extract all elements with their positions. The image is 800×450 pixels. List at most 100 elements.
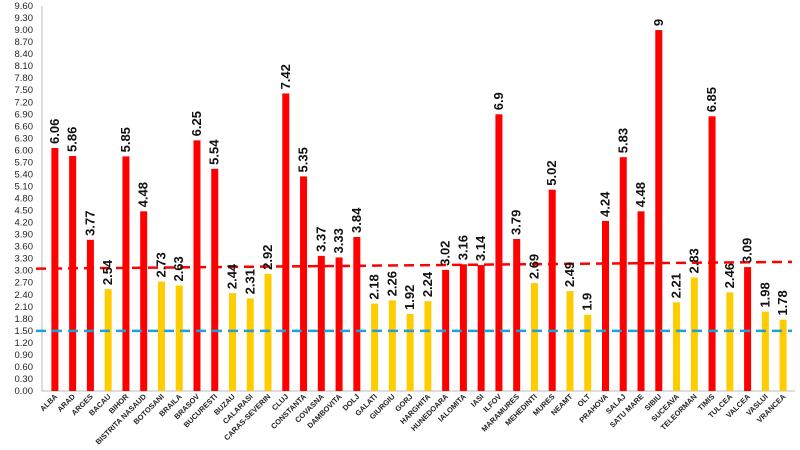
data-label: 2.83 xyxy=(686,248,701,273)
data-label: 2.18 xyxy=(367,274,382,299)
bar xyxy=(673,302,681,391)
y-tick-label: 4.80 xyxy=(15,194,34,205)
data-label: 2.49 xyxy=(562,262,577,287)
data-label: 6.25 xyxy=(189,111,204,136)
data-label: 2.63 xyxy=(171,256,186,281)
bars xyxy=(51,30,787,391)
data-label: 4.48 xyxy=(136,182,151,207)
y-tick-label: 7.20 xyxy=(15,97,34,108)
data-label: 2.92 xyxy=(260,245,275,270)
bar xyxy=(229,293,236,391)
y-tick-label: 7.80 xyxy=(15,73,34,84)
bar xyxy=(477,265,485,391)
data-label: 3.33 xyxy=(331,228,346,253)
data-label: 6.9 xyxy=(491,92,506,110)
bar xyxy=(104,289,112,391)
bar xyxy=(761,311,769,391)
bar xyxy=(566,291,574,391)
bar xyxy=(744,267,752,391)
data-label: 5.54 xyxy=(207,139,222,165)
bar xyxy=(655,30,663,391)
bar xyxy=(193,140,201,391)
y-tick-label: 6.90 xyxy=(15,109,34,120)
bar xyxy=(157,281,165,391)
y-tick-label: 9.60 xyxy=(15,1,34,12)
data-label: 3.14 xyxy=(473,235,488,261)
bar xyxy=(353,237,361,391)
data-label: 4.24 xyxy=(598,191,613,217)
data-label: 2.26 xyxy=(384,271,399,296)
bar xyxy=(548,189,556,391)
bar xyxy=(388,300,396,391)
y-tick-label: 1.50 xyxy=(15,326,34,337)
bar xyxy=(140,211,148,391)
y-tick-labels: 0.000.300.600.901.201.501.802.102.402.70… xyxy=(15,1,34,397)
data-label: 5.02 xyxy=(544,160,559,185)
y-tick-label: 1.80 xyxy=(15,314,34,325)
y-tick-label: 5.40 xyxy=(15,169,34,180)
y-tick-label: 3.30 xyxy=(15,254,34,265)
data-label: 2.31 xyxy=(242,269,257,294)
bar xyxy=(637,211,645,391)
y-tick-label: 9.00 xyxy=(15,25,34,36)
y-tick-label: 8.10 xyxy=(15,61,34,72)
data-label: 4.48 xyxy=(633,182,648,207)
bar xyxy=(300,176,308,391)
y-tick-label: 6.60 xyxy=(15,121,34,132)
bar xyxy=(779,319,787,391)
data-label: 2.69 xyxy=(526,254,541,279)
bar xyxy=(69,155,77,391)
bar xyxy=(459,264,467,391)
bar xyxy=(602,220,609,391)
bar xyxy=(371,303,379,391)
y-tick-label: 0.90 xyxy=(15,350,34,361)
bar xyxy=(335,257,343,391)
y-tick-label: 2.10 xyxy=(15,302,34,313)
data-label: 1.78 xyxy=(775,290,790,315)
data-label: 2.46 xyxy=(722,263,737,288)
data-label: 2.24 xyxy=(420,271,435,297)
data-label: 2.21 xyxy=(669,273,684,298)
bar xyxy=(317,255,325,391)
bar xyxy=(708,116,716,391)
bar xyxy=(619,157,627,391)
data-label: 6.06 xyxy=(47,119,62,144)
data-label: 2.54 xyxy=(100,259,115,285)
data-label: 3.37 xyxy=(313,227,328,252)
data-label: 1.9 xyxy=(580,293,595,311)
bar xyxy=(122,156,130,391)
data-label: 9 xyxy=(651,19,666,26)
y-tick-label: 2.70 xyxy=(15,278,34,289)
y-tick-label: 2.40 xyxy=(15,290,34,301)
y-tick-label: 3.90 xyxy=(15,230,34,241)
data-label: 5.85 xyxy=(118,127,133,152)
y-tick-label: 3.60 xyxy=(15,242,34,253)
data-label: 1.92 xyxy=(402,285,417,310)
y-tick-label: 0.00 xyxy=(15,386,34,397)
data-label: 7.42 xyxy=(278,64,293,89)
data-label: 5.83 xyxy=(615,128,630,153)
bar xyxy=(211,168,219,391)
data-label: 3.84 xyxy=(349,207,364,233)
bar xyxy=(246,298,254,391)
bar xyxy=(690,277,698,391)
y-tick-label: 8.40 xyxy=(15,49,34,60)
y-tick-label: 0.60 xyxy=(15,362,34,373)
bar xyxy=(424,301,432,391)
y-tick-label: 5.70 xyxy=(15,157,34,168)
data-labels: 6.06 5.86 3.77 2.54 5.85 4.48 2.73 2.63 6.255.54… xyxy=(47,19,790,316)
bar xyxy=(264,273,272,391)
data-label: 3.79 xyxy=(509,210,524,235)
data-label: 3.16 xyxy=(455,235,470,260)
bar xyxy=(495,114,503,391)
y-tick-label: 3.00 xyxy=(15,266,34,277)
y-tick-label: 5.10 xyxy=(15,181,34,192)
data-label: 2.73 xyxy=(153,252,168,277)
data-label: 3.02 xyxy=(438,241,453,266)
reference-lines xyxy=(35,260,793,333)
bar xyxy=(175,285,183,391)
data-label: 5.86 xyxy=(65,127,80,152)
red-reference-line xyxy=(35,260,793,270)
